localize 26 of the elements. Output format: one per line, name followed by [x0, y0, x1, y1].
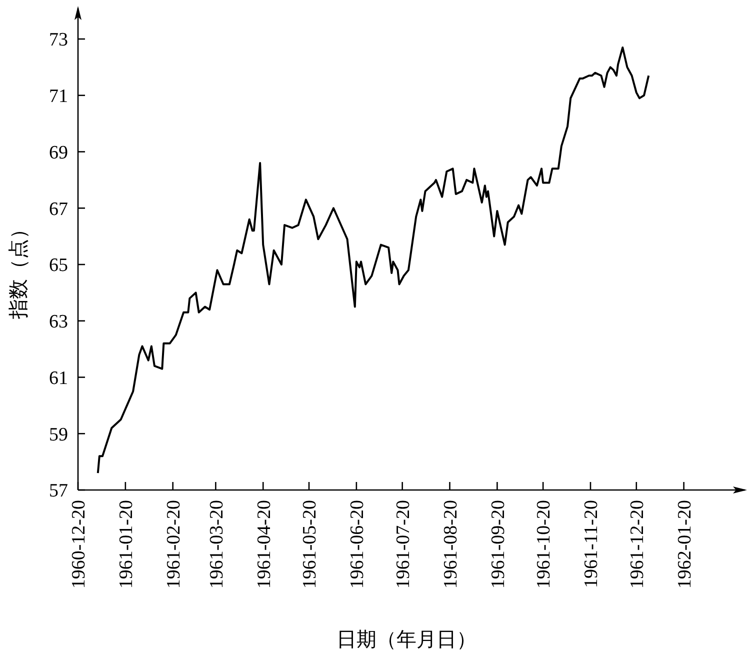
x-tick-label: 1961-09-20: [488, 500, 509, 589]
x-tick-label: 1961-08-20: [440, 500, 462, 589]
y-tick-label: 61: [49, 368, 68, 389]
x-tick-label: 1961-12-20: [627, 500, 648, 589]
x-axis-title: 日期（年月日）: [336, 629, 476, 651]
y-tick-label: 57: [49, 480, 68, 502]
y-tick-label: 73: [49, 30, 68, 51]
x-tick-label: 1961-01-20: [116, 500, 138, 589]
x-tick-label: 1960-12-20: [68, 500, 90, 589]
x-tick-label: 1961-03-20: [206, 500, 228, 589]
line-series: [96, 46, 650, 474]
x-tick-label: 1961-04-20: [254, 500, 275, 589]
y-tick-label: 63: [49, 312, 68, 333]
y-tick-label: 65: [49, 255, 68, 276]
x-tick-label: 1961-06-20: [347, 500, 368, 589]
x-tick-label: 1962-01-20: [674, 500, 696, 589]
x-tick-label: 1961-02-20: [164, 500, 184, 589]
y-axis-title: 指数（点）: [8, 219, 30, 320]
y-tick-label: 59: [49, 424, 68, 446]
x-tick-label: 1961-10-20: [534, 500, 555, 589]
x-tick-label: 1961-11-20: [581, 500, 602, 588]
y-tick-label: 67: [49, 198, 68, 220]
y-tick-label: 71: [49, 86, 68, 108]
y-tick-label: 69: [49, 142, 68, 164]
x-tick-label: 1961-07-20: [392, 500, 414, 589]
x-tick-label: 1961-05-20: [300, 500, 321, 589]
